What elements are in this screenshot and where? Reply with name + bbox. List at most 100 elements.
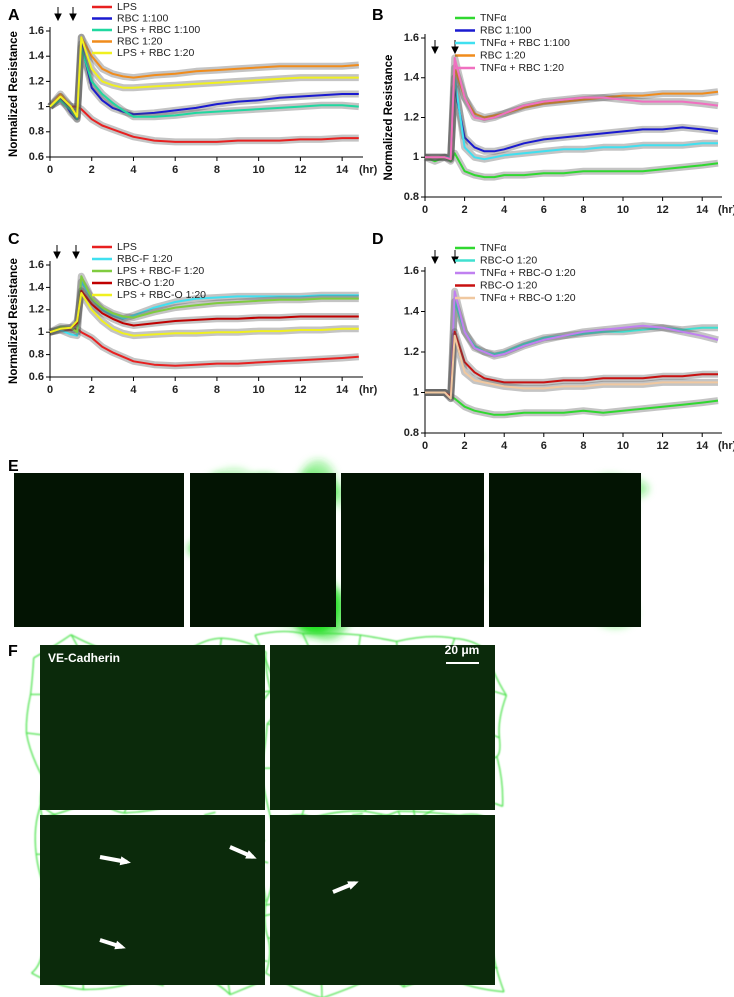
x-tick-label: 2 (462, 204, 468, 216)
series-line (49, 292, 359, 337)
series-line (425, 56, 719, 161)
x-tick-label: 10 (253, 384, 265, 396)
x-tick-label: 0 (47, 164, 53, 176)
x-tick-label: 6 (541, 440, 547, 452)
legend-label: TNFα + RBC-O 1:20 (480, 292, 576, 304)
x-tick-label: 14 (696, 204, 709, 216)
x-tick-label: 6 (172, 164, 178, 176)
time-arrows (53, 7, 459, 265)
x-tick-label: 2 (462, 440, 468, 452)
legend-label: TNFα + RBC 1:100 (480, 37, 570, 49)
series-line (425, 334, 718, 400)
y-axis-label: Normalized Resistance (8, 31, 20, 157)
legend-label: LPS + RBC-O 1:20 (117, 289, 206, 301)
series-line (424, 152, 719, 179)
x-axis-unit: (hr) (359, 384, 378, 396)
legend-label: RBC 1:20 (480, 49, 526, 61)
x-axis-unit: (hr) (718, 440, 734, 452)
junction (254, 630, 303, 636)
y-tick-label: 1.4 (404, 305, 420, 317)
x-tick-label: 12 (294, 164, 306, 176)
fiber (351, 812, 363, 816)
series-line (49, 36, 359, 118)
y-tick-label: 1.2 (29, 304, 44, 316)
x-tick-label: 4 (501, 440, 508, 452)
panel-label: B (372, 7, 384, 24)
y-tick-label: 0.8 (29, 349, 44, 361)
micrograph (14, 473, 184, 627)
x-tick-label: 2 (89, 164, 95, 176)
legend-label: LPS + RBC 1:20 (117, 47, 194, 59)
x-tick-label: 0 (422, 204, 428, 216)
image-stain: VE-Cadherin (48, 651, 120, 665)
junction (265, 652, 272, 692)
x-tick-label: 0 (422, 440, 428, 452)
y-tick-label: 1.6 (29, 25, 44, 37)
fiber (204, 811, 216, 816)
legend-label: RBC-O 1:20 (480, 254, 537, 266)
x-tick-label: 8 (214, 384, 220, 396)
y-axis-label: Normalized Resistance (383, 55, 395, 181)
x-tick-label: 10 (617, 440, 629, 452)
junction (496, 756, 504, 807)
y-tick-label: 0.6 (29, 371, 44, 383)
micrograph (270, 645, 495, 810)
y-tick-label: 1.4 (29, 281, 45, 293)
y-tick-label: 1.4 (404, 72, 420, 84)
x-tick-label: 2 (89, 384, 95, 396)
y-tick-label: 1.6 (29, 259, 44, 271)
y-tick-label: 1.6 (404, 265, 419, 277)
series-halo (425, 74, 718, 163)
x-tick-label: 14 (696, 440, 709, 452)
y-tick-label: 1.2 (29, 75, 44, 87)
junction (302, 632, 361, 636)
micrograph (270, 815, 495, 985)
x-tick-label: 4 (501, 204, 508, 216)
x-tick-label: 0 (47, 384, 53, 396)
micrograph (190, 473, 336, 627)
legend-label: RBC-O 1:20 (117, 277, 174, 289)
legend-label: TNFα + RBC 1:20 (480, 62, 564, 74)
junction (398, 810, 460, 817)
y-tick-label: 1.4 (29, 50, 45, 62)
micrograph (489, 473, 641, 627)
x-tick-label: 14 (336, 384, 349, 396)
x-tick-label: 6 (541, 204, 547, 216)
x-tick-label: 8 (580, 440, 586, 452)
y-tick-label: 0.8 (404, 427, 419, 439)
legend-label: RBC-O 1:20 (480, 279, 537, 291)
pointer-arrow-head (119, 856, 131, 866)
x-axis-unit: (hr) (359, 164, 378, 176)
series-line (425, 391, 719, 416)
x-axis-unit: (hr) (718, 204, 734, 216)
x-tick-label: 4 (130, 164, 137, 176)
junction (29, 657, 35, 695)
micrograph (40, 645, 265, 810)
legend-label: RBC 1:20 (117, 35, 163, 47)
legend-label: RBC 1:100 (117, 12, 169, 24)
panel-label: E (8, 458, 19, 475)
micrograph (40, 815, 265, 985)
y-tick-label: 1 (413, 386, 419, 398)
legend-label: RBC 1:100 (480, 24, 532, 36)
y-tick-label: 1.2 (404, 111, 419, 123)
legend-label: LPS + RBC 1:100 (117, 24, 200, 36)
pointer-arrow-head (347, 881, 359, 890)
y-axis-label: Normalized Resistance (8, 258, 20, 384)
junction (498, 695, 508, 738)
legend-label: RBC-F 1:20 (117, 253, 173, 265)
x-tick-label: 12 (294, 384, 306, 396)
pointer-arrow-head (114, 940, 126, 950)
legend-label: LPS (117, 241, 137, 253)
legend-label: TNFα (480, 12, 506, 24)
x-tick-label: 14 (336, 164, 349, 176)
x-tick-label: 10 (253, 164, 265, 176)
junction (264, 904, 269, 938)
legend-label: LPS + RBC-F 1:20 (117, 265, 204, 277)
x-tick-label: 6 (172, 384, 178, 396)
x-tick-label: 8 (580, 204, 586, 216)
y-tick-label: 1 (38, 101, 44, 113)
x-tick-label: 12 (656, 440, 668, 452)
x-tick-label: 10 (617, 204, 629, 216)
